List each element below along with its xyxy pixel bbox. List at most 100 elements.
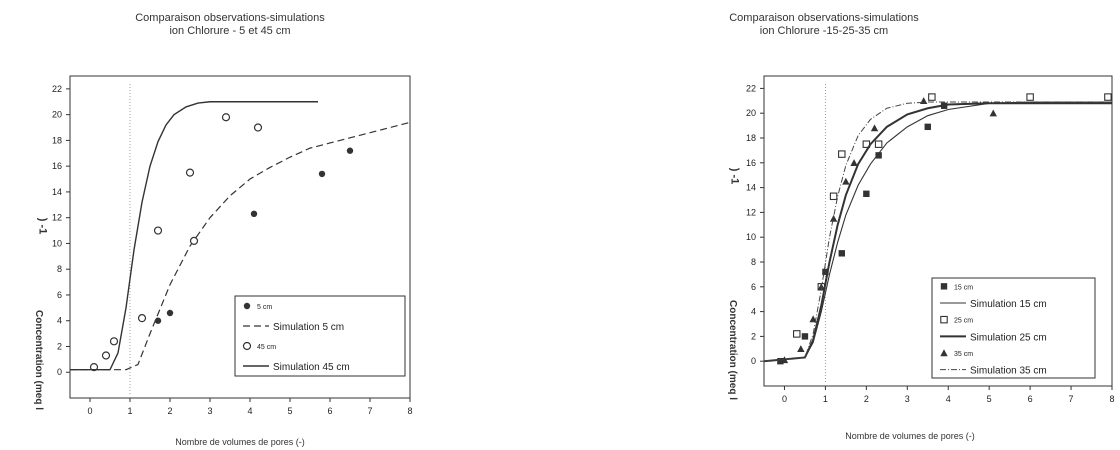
data-point bbox=[989, 109, 997, 117]
x-tick-label: 0 bbox=[87, 406, 92, 416]
data-point bbox=[1026, 93, 1034, 101]
data-point bbox=[253, 123, 263, 132]
x-tick-label: 6 bbox=[327, 406, 332, 416]
y-tick-label: 0 bbox=[57, 367, 62, 377]
data-point bbox=[797, 345, 805, 352]
data-point bbox=[1104, 93, 1112, 101]
data-point bbox=[89, 362, 99, 372]
plot-frame bbox=[69, 75, 411, 399]
data-point bbox=[250, 210, 258, 218]
legend-marker bbox=[940, 349, 948, 357]
legend: 15 cm Simulation 15 cm 25 cm Simulation 25 … bbox=[931, 277, 1096, 379]
legend-label: 15 cm bbox=[954, 284, 973, 291]
legend-label: Simulation 45 cm bbox=[273, 362, 350, 373]
y-tick-label: 16 bbox=[52, 161, 62, 171]
chart-title-line1: Comparaison observations-simulations bbox=[729, 12, 919, 24]
legend-marker bbox=[243, 302, 251, 310]
data-point bbox=[189, 236, 199, 245]
data-point bbox=[154, 317, 162, 324]
x-tick-label: 6 bbox=[1028, 394, 1033, 404]
y-tick-label: 4 bbox=[751, 307, 756, 317]
legend: 5 cm Simulation 5 cm 45 cm Simulation 45 cm bbox=[234, 295, 406, 377]
data-point bbox=[838, 150, 846, 158]
chart-title: Comparaison observations-simulations ion… bbox=[694, 12, 954, 38]
data-point bbox=[850, 159, 858, 166]
x-tick-label: 7 bbox=[1069, 394, 1074, 404]
data-point bbox=[137, 314, 147, 323]
legend-marker bbox=[940, 283, 948, 290]
data-point bbox=[829, 214, 838, 222]
y-tick-label: 14 bbox=[52, 187, 62, 197]
x-tick-label: 5 bbox=[287, 406, 292, 416]
y-tick-label: 20 bbox=[746, 108, 756, 118]
chart-left: Comparaison observations-simulations ion… bbox=[33, 12, 413, 447]
data-point bbox=[928, 93, 936, 101]
chart-title: Comparaison observations-simulations ion… bbox=[100, 12, 360, 38]
y-tick-label: 12 bbox=[52, 213, 62, 223]
x-tick-label: 1 bbox=[823, 394, 828, 404]
data-point bbox=[109, 337, 119, 346]
chart-right: Comparaison observations-simulations ion… bbox=[560, 0, 1120, 450]
x-tick-label: 0 bbox=[782, 394, 787, 404]
x-tick-label: 8 bbox=[407, 406, 412, 416]
y-tick-label: 4 bbox=[57, 316, 62, 326]
y-tick-label: 0 bbox=[751, 356, 756, 366]
legend-label: Simulation 15 cm bbox=[970, 299, 1047, 310]
data-point bbox=[924, 123, 931, 131]
plot-frame bbox=[763, 75, 1113, 387]
legend-label: 5 cm bbox=[257, 304, 272, 311]
x-axis-label: Nombre de volumes de pores (-) bbox=[845, 431, 975, 441]
series-line bbox=[763, 101, 1112, 362]
y-tick-label: 6 bbox=[751, 282, 756, 292]
data-point bbox=[101, 351, 111, 360]
legend-label: Simulation 5 cm bbox=[273, 322, 344, 333]
data-point bbox=[318, 170, 326, 178]
data-point bbox=[919, 97, 928, 104]
x-tick-label: 5 bbox=[987, 394, 992, 404]
data-point bbox=[809, 315, 817, 323]
y-tick-label: 6 bbox=[57, 290, 62, 300]
series-line bbox=[763, 102, 1112, 363]
chart-title-line2: ion Chlorure -15-25-35 cm bbox=[759, 25, 889, 37]
legend-box bbox=[931, 277, 1096, 379]
legend-label: Simulation 25 cm bbox=[970, 332, 1047, 343]
legend-label: 45 cm bbox=[257, 344, 276, 351]
x-tick-label: 4 bbox=[946, 394, 951, 404]
y-tick-label: 8 bbox=[751, 257, 756, 267]
data-point bbox=[153, 226, 163, 235]
data-point bbox=[863, 190, 870, 197]
data-point bbox=[185, 168, 195, 177]
data-point bbox=[780, 356, 789, 364]
legend-label: 35 cm bbox=[954, 351, 973, 358]
data-point bbox=[346, 147, 354, 154]
y-tick-label: 14 bbox=[746, 183, 756, 193]
chart-title-line2: ion Chlorure - 5 et 45 cm bbox=[169, 25, 291, 37]
data-point bbox=[822, 268, 829, 276]
y-tick-label: 20 bbox=[52, 110, 62, 120]
x-tick-label: 2 bbox=[167, 406, 172, 416]
x-tick-label: 1 bbox=[127, 406, 132, 416]
series-line bbox=[70, 121, 411, 371]
data-point bbox=[838, 250, 845, 257]
data-point bbox=[801, 333, 809, 340]
chart-title-line1: Comparaison observations-simulations bbox=[135, 12, 325, 24]
data-point bbox=[870, 124, 879, 132]
y-tick-label: 12 bbox=[746, 207, 756, 217]
y-tick-label: 16 bbox=[746, 158, 756, 168]
y-tick-label: 22 bbox=[746, 83, 756, 93]
y-tick-label: 10 bbox=[52, 238, 62, 248]
legend-label: 25 cm bbox=[954, 318, 973, 325]
y-tick-label: 2 bbox=[751, 331, 756, 341]
y-tick-label: 22 bbox=[52, 84, 62, 94]
data-point bbox=[166, 309, 174, 317]
x-tick-label: 3 bbox=[905, 394, 910, 404]
data-point bbox=[777, 358, 784, 365]
legend-label: Simulation 35 cm bbox=[970, 366, 1047, 377]
x-tick-label: 3 bbox=[207, 406, 212, 416]
data-point bbox=[842, 177, 850, 185]
data-point bbox=[221, 113, 231, 122]
x-tick-label: 2 bbox=[864, 394, 869, 404]
x-tick-label: 7 bbox=[367, 406, 372, 416]
